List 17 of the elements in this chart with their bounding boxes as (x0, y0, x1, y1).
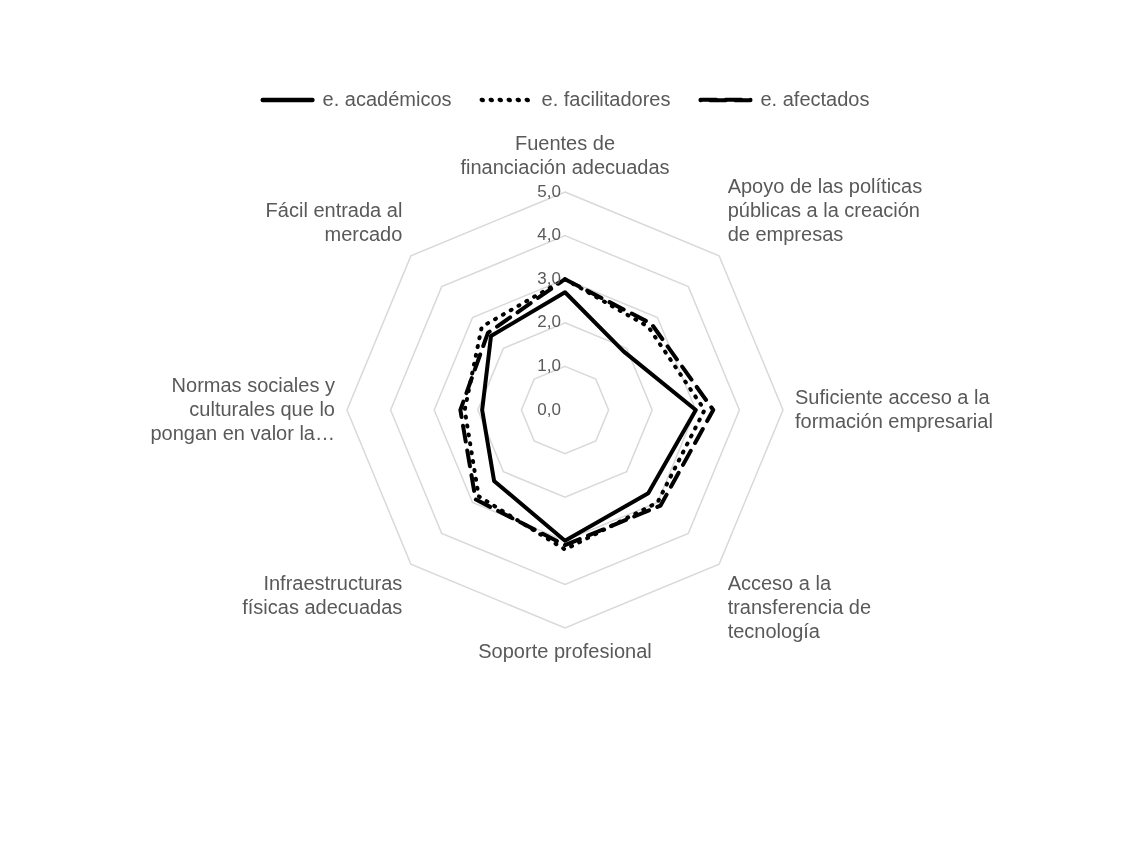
y-tick-label: 5,0 (537, 181, 561, 201)
y-tick-label: 3,0 (537, 268, 561, 288)
spoke-label: Normas sociales y culturales que lo pongan en valor la… (150, 373, 335, 444)
legend-label: e. académicos (322, 87, 452, 110)
legend-label: e. facilitadores (541, 87, 671, 110)
spoke-label: Suficiente acceso a la formación empresarial (795, 385, 993, 432)
spoke-label: Fácil entrada al mercado (265, 198, 403, 245)
y-tick-label: 4,0 (537, 225, 561, 245)
spoke-label: Fuentes de financiación adecuadas (460, 131, 670, 178)
spoke-label: Acceso a la transferencia de tecnología (727, 572, 872, 643)
y-tick-label: 2,0 (537, 312, 561, 332)
y-tick-label: 0,0 (537, 399, 561, 419)
spoke-label: Infraestructuras físicas adecuadas (242, 572, 403, 619)
legend-label: e. afectados (760, 87, 870, 110)
spoke-label: Soporte profesional (478, 639, 652, 662)
spoke-label: Apoyo de las políticas públicas a la creación de empresas (727, 174, 923, 245)
y-tick-label: 1,0 (537, 356, 561, 376)
